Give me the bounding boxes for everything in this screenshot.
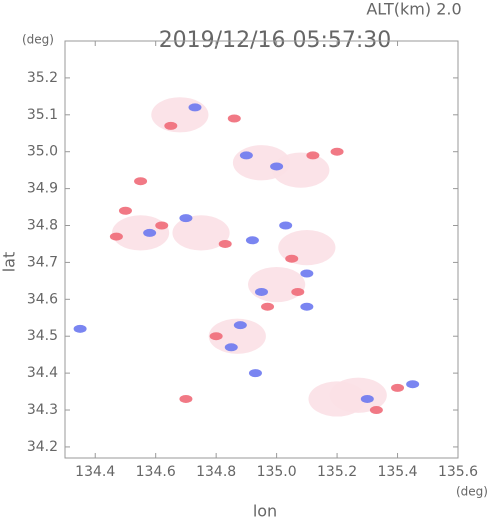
plot-frame	[64, 40, 459, 459]
echo-point	[209, 332, 223, 341]
echo-point	[330, 147, 344, 156]
y-tick-label: 35.2	[27, 70, 58, 86]
echo-point	[233, 321, 247, 330]
echo-point	[179, 394, 193, 403]
echo-point	[73, 324, 87, 333]
echo-point	[239, 151, 253, 160]
echo-point	[300, 269, 314, 278]
y-tick-label: 34.6	[27, 291, 58, 307]
echo-point	[227, 114, 241, 123]
y-tick-label: 34.8	[27, 218, 58, 234]
echo-point	[360, 394, 374, 403]
echo-point	[143, 228, 157, 237]
echo-point	[118, 206, 132, 215]
y-tick-label: 34.4	[27, 365, 58, 381]
x-unit: (deg)	[456, 485, 488, 499]
echo-point	[369, 406, 383, 415]
y-axis-label: lat	[0, 252, 19, 273]
y-tick-label: 34.5	[27, 328, 58, 344]
echo-point	[155, 221, 169, 230]
echo-point	[279, 221, 293, 230]
echo-point	[134, 177, 148, 186]
echo-point	[208, 318, 266, 354]
echo-point	[272, 152, 330, 188]
x-tick-label: 135.6	[438, 464, 478, 480]
x-tick-label: 135.4	[377, 464, 417, 480]
x-tick-label: 134.8	[196, 464, 236, 480]
echo-point	[151, 97, 209, 133]
echo-point	[111, 215, 170, 251]
echo-point	[245, 236, 259, 245]
echo-point	[391, 383, 405, 392]
echo-point	[109, 232, 123, 241]
echo-point	[224, 343, 238, 352]
x-tick-label: 135.2	[317, 464, 357, 480]
echo-point	[179, 214, 193, 223]
echo-point	[188, 103, 202, 112]
echo-point	[291, 287, 305, 296]
y-tick-label: 35.1	[27, 107, 58, 123]
echo-point	[218, 239, 232, 248]
x-tick-label: 134.6	[136, 464, 176, 480]
x-tick-label: 134.4	[75, 464, 115, 480]
echo-point	[306, 151, 320, 160]
y-tick-label: 34.2	[27, 439, 58, 455]
echo-point	[308, 381, 366, 417]
echo-point	[255, 287, 268, 296]
x-axis-label: lon	[253, 502, 277, 521]
echo-point	[270, 162, 284, 171]
echo-point	[172, 215, 230, 251]
y-tick-label: 34.9	[27, 181, 58, 197]
y-tick-label: 35.0	[27, 144, 58, 160]
y-tick-label: 34.3	[27, 402, 58, 418]
echo-point	[248, 266, 306, 303]
echo-point	[248, 369, 262, 378]
subtitle: ALT(km) 2.0	[366, 0, 461, 19]
y-unit: (deg)	[22, 33, 54, 47]
x-tick-label: 135.0	[257, 464, 297, 480]
echo-point	[300, 302, 314, 311]
echo-point	[164, 121, 178, 130]
echo-point	[285, 254, 299, 263]
echo-point	[261, 302, 275, 311]
y-tick-label: 34.7	[27, 254, 58, 270]
echo-point	[406, 380, 420, 389]
